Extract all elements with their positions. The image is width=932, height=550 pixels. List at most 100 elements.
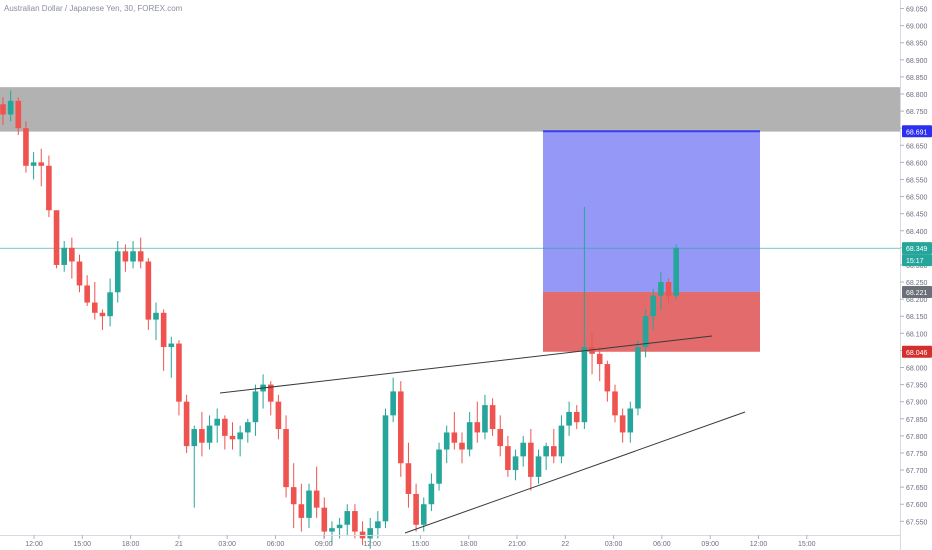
time-tick-label: 21 [175, 541, 183, 548]
price-tick-label: 67.550 [906, 519, 928, 526]
candles [0, 90, 679, 549]
candle-body [520, 442, 526, 457]
candle-body [344, 511, 351, 525]
candle-body [114, 251, 121, 293]
candle-body [650, 295, 657, 317]
candle-body [390, 391, 396, 416]
chart-title: Australian Dollar / Japanese Yen, 30, FO… [4, 4, 183, 13]
price-axis-background [900, 0, 932, 550]
candle-body [283, 429, 289, 488]
price-tick-label: 68.650 [906, 143, 928, 150]
candle-body [7, 100, 14, 115]
price-tick-label: 68.550 [906, 177, 928, 184]
price-tick-label: 68.450 [906, 212, 928, 219]
candle-body [222, 418, 228, 436]
candle-body [145, 261, 152, 320]
time-tick-label: 18:00 [460, 541, 478, 548]
price-tick-label: 68.150 [906, 314, 928, 321]
candle-body [99, 312, 106, 317]
candle-body [420, 504, 427, 525]
candle-body [635, 346, 641, 409]
candle-body [443, 432, 450, 450]
candle-body [512, 456, 519, 471]
candle-body [451, 432, 458, 443]
target-zone [543, 131, 760, 292]
time-tick-label: 12:00 [750, 541, 768, 548]
candle-body [551, 446, 557, 457]
time-axis[interactable]: 12:00 15:00 18:00 21 03:00 06:00 09:00 12:00 15:… [0, 535, 900, 548]
price-tick-label: 68.000 [906, 365, 928, 372]
candle-body [237, 432, 243, 440]
price-tick-label: 68.850 [906, 75, 928, 82]
candle-body [398, 391, 404, 464]
price-tick-label: 68.800 [906, 92, 928, 99]
candle-body [497, 429, 504, 447]
price-tick-label: 67.950 [906, 383, 928, 390]
price-tick-label: 67.900 [906, 400, 928, 407]
time-tick-label: 12:00 [363, 541, 381, 548]
price-tick-label: 68.250 [906, 280, 928, 287]
candle-body [160, 312, 167, 347]
time-tick-label: 09:00 [701, 541, 719, 548]
candle-body [566, 411, 572, 426]
candle-body [183, 401, 190, 447]
entry-price-label: 68.221 [906, 290, 928, 297]
price-axis[interactable]: 69.050 69.000 68.950 68.900 68.850 68.800 68.7… [900, 0, 932, 550]
price-tick-label: 68.600 [906, 160, 928, 167]
price-tick-label: 68.900 [906, 58, 928, 65]
price-tick-label: 69.050 [906, 7, 928, 14]
candle-body [130, 251, 136, 262]
price-tick-label: 67.600 [906, 502, 928, 509]
candle-body [0, 104, 6, 115]
candle-body [306, 490, 312, 518]
candle-body [581, 346, 588, 423]
candle-body [658, 282, 664, 296]
candle-body [375, 521, 381, 529]
candle-body [436, 449, 442, 484]
candle-body [604, 364, 611, 392]
candle-body [482, 405, 488, 433]
time-tick-label: 15:00 [74, 541, 92, 548]
candle-body [558, 425, 565, 457]
stop-price-label-bg [902, 345, 932, 358]
candle-body [405, 463, 412, 494]
candle-body [535, 456, 542, 477]
candle-body [642, 316, 649, 347]
candle-body [92, 302, 98, 313]
candle-body [619, 415, 626, 433]
time-tick-label: 21:00 [508, 541, 526, 548]
candle-body [428, 483, 435, 505]
time-tick-label: 22 [561, 541, 569, 548]
candle-body [153, 312, 159, 320]
candle-body [459, 442, 465, 450]
candle-body [352, 511, 358, 532]
candle-body [290, 487, 297, 505]
candle-body [191, 429, 198, 447]
price-tick-label: 67.800 [906, 434, 928, 441]
time-tick-label: 18:00 [122, 541, 140, 548]
candle-body [573, 411, 580, 423]
candle-body [252, 391, 259, 423]
candle-body [206, 425, 213, 443]
candle-body [23, 128, 29, 166]
candle-body [413, 493, 419, 525]
candle-body [505, 446, 511, 471]
candle-body [76, 261, 83, 286]
price-tick-label: 67.650 [906, 485, 928, 492]
candle-body [367, 528, 373, 539]
price-tick-label: 67.850 [906, 417, 928, 424]
candle-body [543, 446, 549, 457]
price-tick-label: 69.000 [906, 24, 928, 31]
time-tick-label: 12:00 [25, 541, 43, 548]
resistance-zone [0, 87, 900, 132]
target-price-label-bg [902, 125, 932, 138]
price-tick-label: 67.700 [906, 468, 928, 475]
price-tick-label: 68.100 [906, 331, 928, 338]
price-tick-label: 68.950 [906, 41, 928, 48]
time-tick-label: 06:00 [267, 541, 285, 548]
time-tick-label: 06:00 [653, 541, 671, 548]
chart-zones [0, 87, 900, 352]
candle-body [176, 343, 182, 402]
candle-body [612, 391, 618, 416]
